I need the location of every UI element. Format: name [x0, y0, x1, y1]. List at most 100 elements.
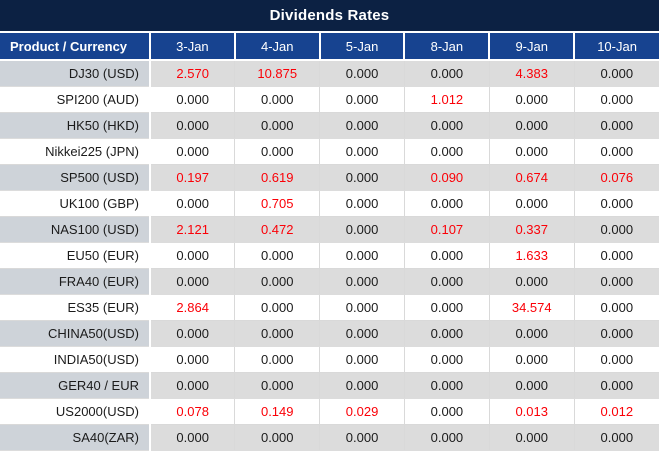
rate-cell: 0.000 — [150, 242, 236, 269]
rate-cell: 0.000 — [319, 164, 405, 191]
rate-cell: 0.076 — [574, 164, 659, 191]
rate-cell: 0.000 — [319, 268, 405, 295]
column-header-product: Product / Currency — [0, 31, 151, 61]
table-row: UK100 (GBP) 0.000 0.705 0.000 0.000 0.00… — [0, 190, 659, 217]
rate-cell: 1.012 — [404, 86, 490, 113]
rate-cell: 0.000 — [234, 294, 321, 321]
table-row: NAS100 (USD) 2.121 0.472 0.000 0.107 0.3… — [0, 216, 659, 243]
product-cell: UK100 (GBP) — [0, 190, 151, 217]
rate-cell: 0.000 — [489, 320, 575, 347]
rate-cell: 0.000 — [404, 346, 490, 373]
rate-cell: 0.705 — [234, 190, 321, 217]
rate-cell: 0.000 — [319, 372, 405, 399]
rate-cell: 2.570 — [150, 60, 236, 87]
rate-cell: 1.633 — [489, 242, 575, 269]
rate-cell: 34.574 — [489, 294, 575, 321]
table-row: INDIA50(USD) 0.000 0.000 0.000 0.000 0.0… — [0, 346, 659, 373]
rate-cell: 0.000 — [574, 372, 659, 399]
rate-cell: 0.000 — [574, 138, 659, 165]
rate-cell: 0.000 — [234, 372, 321, 399]
rate-cell: 0.000 — [574, 86, 659, 113]
rate-cell: 0.000 — [234, 86, 321, 113]
product-cell: GER40 / EUR — [0, 372, 151, 399]
rate-cell: 0.000 — [150, 346, 236, 373]
table-row: SP500 (USD) 0.197 0.619 0.000 0.090 0.67… — [0, 164, 659, 191]
rate-cell: 0.000 — [319, 112, 405, 139]
rate-cell: 0.000 — [319, 190, 405, 217]
rate-cell: 0.000 — [319, 60, 405, 87]
rate-cell: 0.000 — [150, 190, 236, 217]
rate-cell: 0.000 — [574, 294, 659, 321]
rate-cell: 0.000 — [234, 320, 321, 347]
rate-cell: 0.000 — [404, 242, 490, 269]
rate-cell: 0.619 — [234, 164, 321, 191]
product-cell: HK50 (HKD) — [0, 112, 151, 139]
product-cell: US2000(USD) — [0, 398, 151, 425]
rate-cell: 0.000 — [489, 372, 575, 399]
rate-cell: 0.149 — [234, 398, 321, 425]
rate-cell: 0.000 — [489, 190, 575, 217]
rate-cell: 0.107 — [404, 216, 490, 243]
header-row: Product / Currency 3-Jan 4-Jan 5-Jan 8-J… — [0, 31, 659, 61]
rate-cell: 0.000 — [574, 60, 659, 87]
rate-cell: 0.000 — [150, 268, 236, 295]
rate-cell: 0.472 — [234, 216, 321, 243]
rate-cell: 0.029 — [319, 398, 405, 425]
rate-cell: 0.000 — [404, 294, 490, 321]
table-row: CHINA50(USD) 0.000 0.000 0.000 0.000 0.0… — [0, 320, 659, 347]
rate-cell: 0.078 — [150, 398, 236, 425]
table-body: DJ30 (USD) 2.570 10.875 0.000 0.000 4.38… — [0, 60, 659, 451]
rate-cell: 0.000 — [150, 424, 236, 451]
rate-cell: 0.000 — [489, 268, 575, 295]
rate-cell: 0.000 — [489, 424, 575, 451]
rate-cell: 0.000 — [404, 60, 490, 87]
rate-cell: 0.000 — [404, 320, 490, 347]
table-row: Nikkei225 (JPN) 0.000 0.000 0.000 0.000 … — [0, 138, 659, 165]
dividends-table: Product / Currency 3-Jan 4-Jan 5-Jan 8-J… — [0, 31, 659, 451]
column-header-date: 4-Jan — [233, 31, 321, 61]
product-cell: NAS100 (USD) — [0, 216, 151, 243]
rate-cell: 0.000 — [150, 112, 236, 139]
rate-cell: 0.000 — [404, 268, 490, 295]
rate-cell: 0.013 — [489, 398, 575, 425]
rate-cell: 0.000 — [319, 216, 405, 243]
rate-cell: 0.197 — [150, 164, 236, 191]
rate-cell: 0.000 — [404, 372, 490, 399]
rate-cell: 0.000 — [319, 294, 405, 321]
rate-cell: 0.000 — [150, 86, 236, 113]
rate-cell: 0.000 — [404, 424, 490, 451]
table-row: ES35 (EUR) 2.864 0.000 0.000 0.000 34.57… — [0, 294, 659, 321]
rate-cell: 0.000 — [150, 320, 236, 347]
product-cell: Nikkei225 (JPN) — [0, 138, 151, 165]
rate-cell: 0.000 — [404, 190, 490, 217]
rate-cell: 0.000 — [234, 112, 321, 139]
product-cell: INDIA50(USD) — [0, 346, 151, 373]
rate-cell: 10.875 — [234, 60, 321, 87]
rate-cell: 0.000 — [404, 398, 490, 425]
rate-cell: 0.000 — [234, 268, 321, 295]
rate-cell: 2.121 — [150, 216, 236, 243]
rate-cell: 0.000 — [404, 138, 490, 165]
rate-cell: 0.000 — [489, 86, 575, 113]
rate-cell: 0.000 — [319, 424, 405, 451]
table-row: SA40(ZAR) 0.000 0.000 0.000 0.000 0.000 … — [0, 424, 659, 451]
column-header-date: 10-Jan — [573, 31, 659, 61]
column-header-date: 5-Jan — [318, 31, 406, 61]
column-header-date: 9-Jan — [488, 31, 576, 61]
rate-cell: 0.000 — [574, 320, 659, 347]
rate-cell: 0.000 — [319, 346, 405, 373]
table-row: FRA40 (EUR) 0.000 0.000 0.000 0.000 0.00… — [0, 268, 659, 295]
page-title: Dividends Rates — [0, 0, 659, 31]
rate-cell: 0.000 — [574, 268, 659, 295]
product-cell: SP500 (USD) — [0, 164, 151, 191]
rate-cell: 0.000 — [234, 138, 321, 165]
table-row: GER40 / EUR 0.000 0.000 0.000 0.000 0.00… — [0, 372, 659, 399]
table-row: SPI200 (AUD) 0.000 0.000 0.000 1.012 0.0… — [0, 86, 659, 113]
rate-cell: 0.000 — [234, 346, 321, 373]
product-cell: DJ30 (USD) — [0, 60, 151, 87]
rate-cell: 0.012 — [574, 398, 659, 425]
product-cell: CHINA50(USD) — [0, 320, 151, 347]
rate-cell: 0.000 — [489, 112, 575, 139]
rate-cell: 0.000 — [574, 424, 659, 451]
rate-cell: 0.000 — [319, 138, 405, 165]
